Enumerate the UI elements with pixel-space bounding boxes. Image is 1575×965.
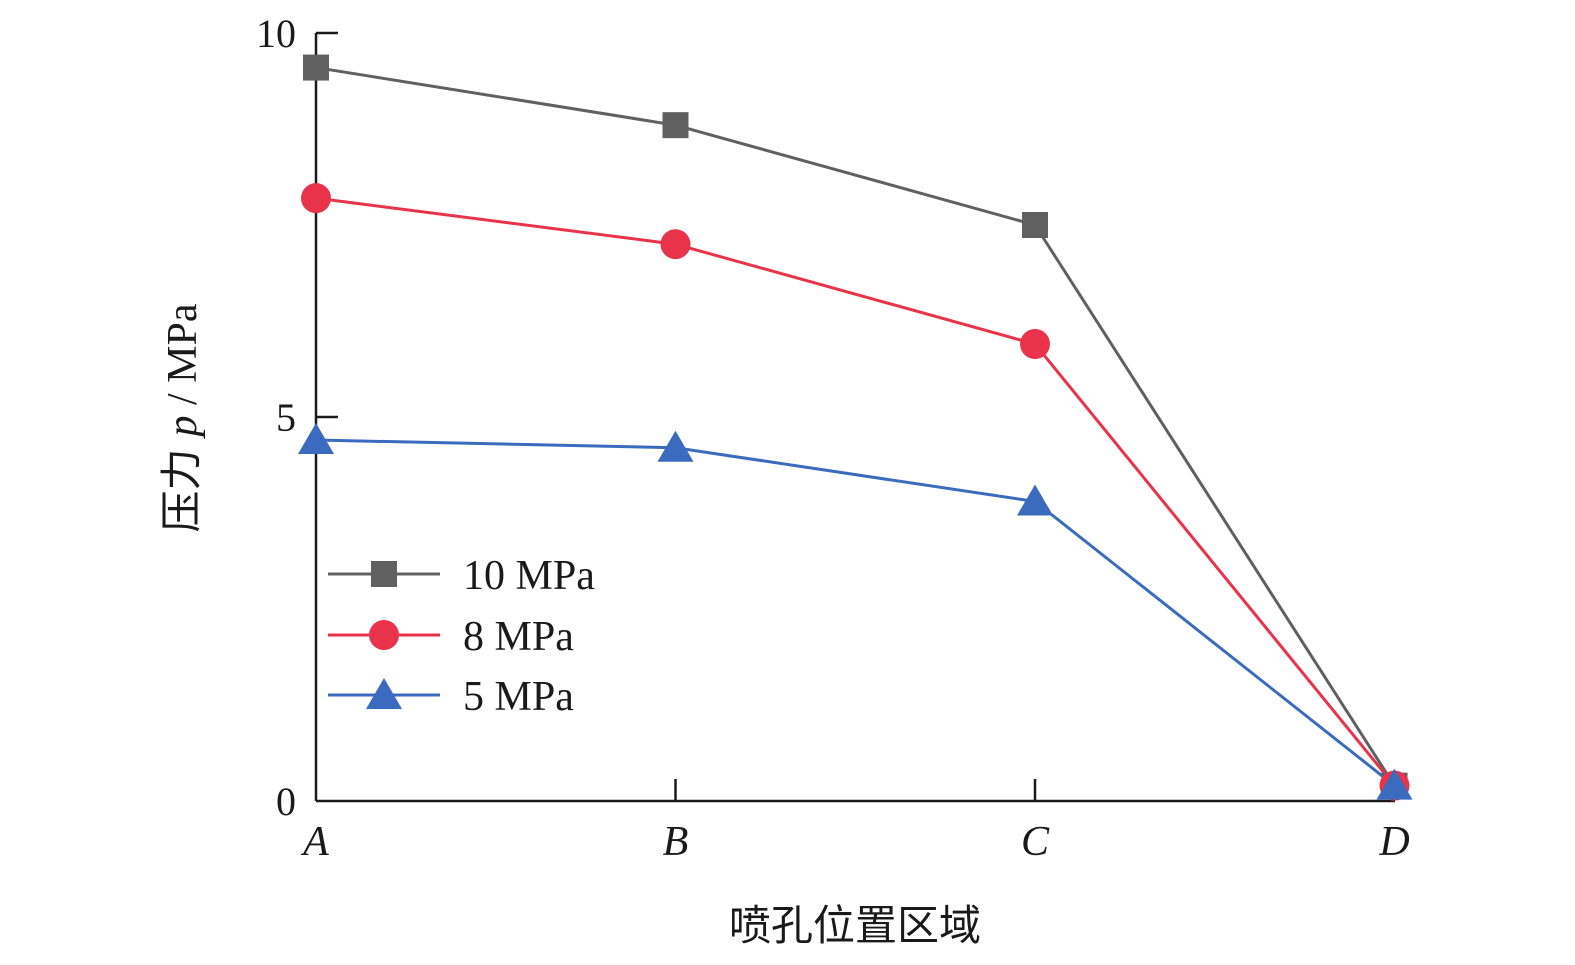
data-point-10-mpa-B [662, 112, 689, 139]
x-tick-label-A: A [300, 819, 329, 865]
legend-marker-8-mpa [369, 620, 399, 650]
legend-label-10-mpa: 10 MPa [463, 553, 595, 599]
y-axis-title-zh: 压力 [157, 449, 206, 533]
series-layer [298, 54, 1413, 801]
x-tick-label-B: B [663, 819, 689, 865]
series-line-5-mpa [315, 438, 1396, 787]
legend-marker-5-mpa [366, 678, 402, 709]
x-axis-title: 喷孔位置区域 [729, 901, 981, 950]
ticks: 0 5 10 A B C D [256, 11, 1410, 865]
data-point-8-mpa-A [301, 183, 331, 214]
data-point-5-mpa-B [657, 430, 694, 462]
y-tick-label-10: 10 [256, 11, 296, 56]
legend-label-8-mpa: 8 MPa [463, 614, 574, 660]
legend-label-5-mpa: 5 MPa [463, 674, 574, 720]
y-tick-label-0: 0 [276, 779, 296, 824]
legend-marker-10-mpa [371, 561, 397, 587]
legend: 10 MPa 8 MPa 5 MPa [328, 553, 595, 720]
data-point-5-mpa-C [1017, 484, 1053, 516]
series-line-8-mpa [315, 196, 1396, 787]
data-point-10-mpa-C [1022, 212, 1048, 238]
data-point-8-mpa-C [1020, 329, 1050, 360]
x-tick-label-C: C [1021, 819, 1050, 865]
series-line-10-mpa [315, 66, 1396, 787]
data-point-5-mpa-A [298, 423, 334, 455]
data-point-5-mpa-D [1376, 768, 1413, 800]
y-axis-title-symbol: p [160, 416, 206, 440]
data-point-8-mpa-B [660, 229, 691, 260]
y-axis-title-unit: / MPa [160, 303, 206, 415]
data-point-10-mpa-A [303, 54, 329, 81]
y-axis-title: 压力 p / MPa [157, 303, 206, 532]
x-tick-label-D: D [1378, 819, 1409, 865]
y-tick-label-5: 5 [276, 395, 296, 440]
